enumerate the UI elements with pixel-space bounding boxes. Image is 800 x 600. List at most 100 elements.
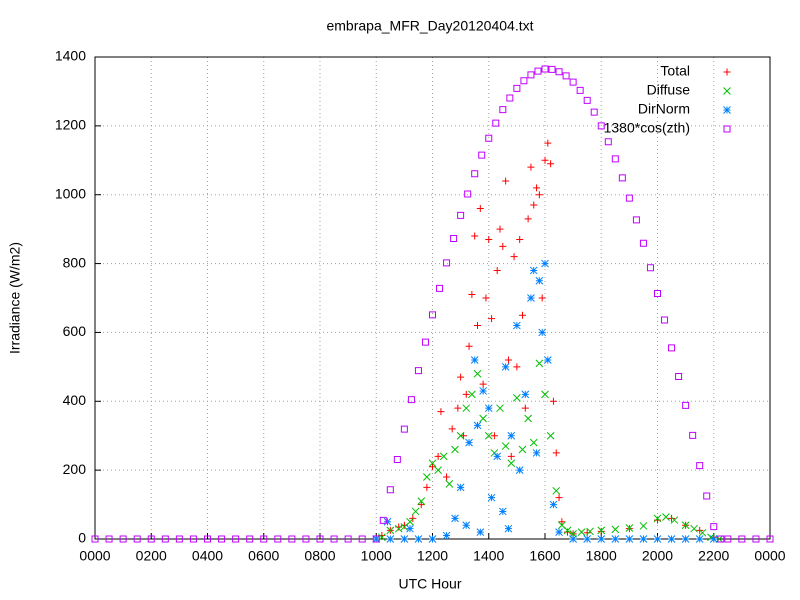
x-tick-label: 0600 [248, 548, 279, 564]
data-point [487, 493, 496, 502]
data-point [611, 535, 620, 543]
data-point [524, 414, 532, 423]
data-point [246, 535, 254, 543]
data-point [175, 535, 183, 543]
data-point [501, 442, 510, 450]
data-point [119, 535, 127, 543]
data-point [400, 535, 409, 543]
data-point [482, 294, 490, 302]
legend-marker [723, 87, 731, 95]
data-point [468, 291, 476, 299]
data-point [586, 527, 594, 536]
data-point [484, 431, 493, 440]
x-tick-label: 1800 [586, 548, 617, 564]
legend-marker [723, 125, 731, 133]
data-point [451, 445, 459, 454]
data-point [597, 122, 605, 130]
data-point [552, 449, 560, 457]
data-point [414, 367, 422, 375]
data-point [766, 535, 774, 543]
data-point [541, 65, 549, 73]
data-point [445, 480, 454, 488]
data-point [534, 67, 542, 75]
data-point [393, 455, 401, 463]
data-point [429, 311, 436, 319]
data-point [428, 459, 437, 468]
data-point [625, 524, 634, 532]
data-point [611, 155, 619, 163]
data-point [696, 462, 704, 470]
data-point [546, 431, 555, 440]
data-point [436, 284, 444, 292]
y-tick-label: 1200 [55, 117, 86, 133]
data-point [302, 535, 310, 543]
data-point [632, 216, 640, 224]
data-point [479, 380, 487, 388]
data-point [738, 535, 746, 543]
data-point [577, 528, 586, 536]
data-point [504, 524, 513, 533]
data-point [451, 514, 459, 523]
data-point [91, 535, 99, 543]
data-point [358, 535, 366, 543]
y-tick-label: 0 [78, 530, 86, 546]
data-point [510, 253, 518, 261]
data-point [479, 387, 487, 395]
data-point [569, 78, 577, 86]
data-point [400, 425, 408, 433]
y-tick-label: 400 [63, 392, 87, 408]
legend-marker [723, 106, 731, 114]
data-point [639, 522, 648, 530]
data-point [681, 535, 690, 543]
x-tick-label: 2000 [642, 548, 673, 564]
data-point [462, 521, 471, 530]
data-point [506, 94, 514, 102]
data-point [274, 535, 282, 543]
data-point [715, 535, 724, 543]
data-point [288, 535, 296, 543]
data-point [386, 486, 394, 494]
data-point [552, 486, 561, 495]
data-point [411, 507, 420, 516]
data-point [473, 421, 482, 430]
data-point [513, 84, 521, 92]
data-point [456, 431, 465, 440]
data-point [442, 531, 451, 540]
data-point [576, 86, 584, 94]
data-point [383, 517, 392, 526]
data-point [597, 527, 605, 535]
x-tick-label: 0800 [304, 548, 335, 564]
data-point [569, 535, 577, 543]
data-point [344, 535, 352, 543]
data-point [507, 431, 516, 440]
data-point [519, 311, 526, 319]
data-point [662, 513, 670, 521]
data-point [527, 163, 535, 171]
data-point [471, 170, 479, 178]
legend-label: Total [660, 63, 690, 79]
data-point [386, 526, 395, 535]
x-tick-label: 1600 [529, 548, 560, 564]
data-point [417, 501, 425, 509]
data-point [502, 177, 510, 185]
data-point [485, 235, 493, 243]
data-point [443, 259, 451, 267]
y-tick-label: 600 [63, 323, 87, 339]
data-point [513, 363, 521, 371]
data-point [543, 356, 552, 364]
data-point [161, 535, 169, 543]
data-point [496, 225, 504, 233]
data-point [437, 408, 445, 416]
data-point [330, 535, 338, 543]
data-point [544, 139, 552, 147]
data-point [105, 535, 113, 543]
data-point [232, 535, 240, 543]
data-point [407, 396, 415, 404]
data-point [499, 106, 507, 114]
data-point [498, 507, 507, 516]
data-point [530, 201, 538, 209]
data-point [372, 535, 380, 543]
data-point [527, 294, 535, 302]
data-point [507, 459, 516, 468]
